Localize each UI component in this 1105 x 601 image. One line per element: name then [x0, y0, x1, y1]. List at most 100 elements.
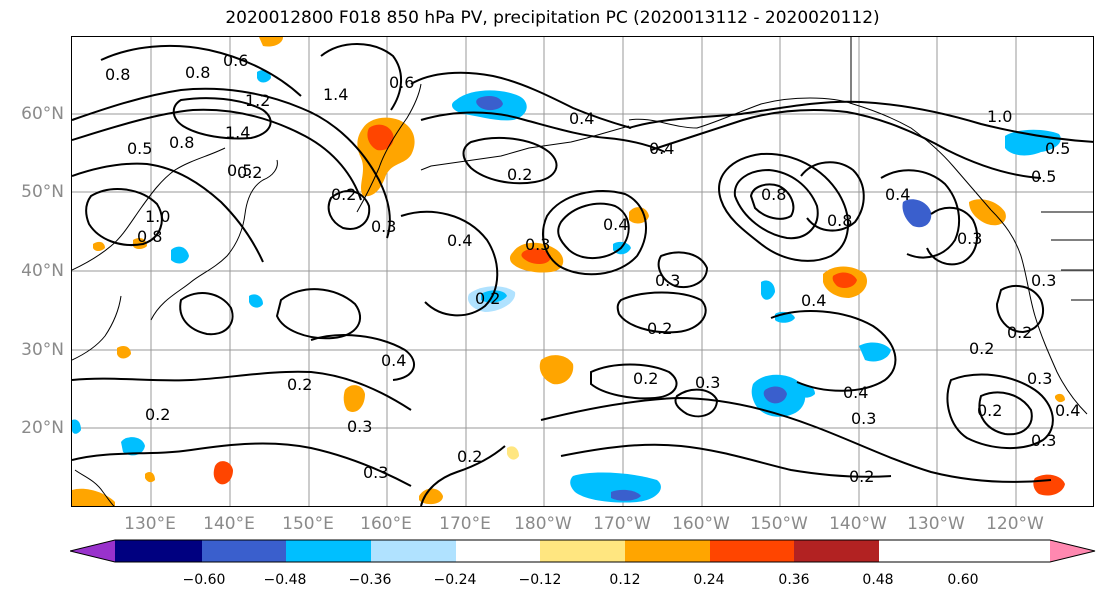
- precip-patch-hawaii-west-core: [763, 386, 787, 404]
- contour-label: 0.3: [525, 235, 550, 254]
- coastline-kamchatka: [356, 83, 422, 213]
- pv-contour-15: [628, 100, 1093, 143]
- pv-contour-37: [327, 190, 371, 230]
- precip-patch-north-pacific-ne: [859, 342, 891, 362]
- colorbar: [70, 539, 1096, 563]
- lon-label-160e: 160°E: [360, 514, 412, 534]
- precip-shading: [72, 37, 1065, 506]
- contour-label: 0.5: [1045, 139, 1070, 158]
- colorbar-tick-label: −0.12: [518, 572, 562, 588]
- contour-labels: 0.8 0.8 0.6 1.2 1.4 1.4 0.6 0.5 0.8 0.5 …: [105, 51, 1080, 486]
- colorbar-cell: [456, 540, 540, 562]
- precip-patch-east-tropical-small: [1055, 393, 1065, 403]
- coastline-asia-mainland: [72, 147, 226, 271]
- pv-contour-17: [718, 152, 850, 262]
- map-title: 2020012800 F018 850 hPa PV, precipitatio…: [225, 8, 880, 28]
- pv-contour-28: [310, 334, 416, 381]
- contour-label: 0.4: [447, 231, 472, 250]
- precip-patch-west-tropical-small: [145, 472, 155, 483]
- map-panel: 0.8 0.8 0.6 1.2 1.4 1.4 0.6 0.5 0.8 0.5 …: [71, 36, 1094, 507]
- pv-contour-34: [590, 363, 678, 400]
- colorbar-cell: [286, 540, 371, 562]
- pv-contour-27: [72, 370, 412, 411]
- coastline-philippines: [74, 469, 115, 506]
- lon-label-180w: 180°W: [514, 514, 572, 534]
- contour-label: 0.6: [389, 73, 414, 92]
- pv-contour-23: [995, 284, 1044, 334]
- lon-label-130w: 130°W: [907, 514, 965, 534]
- pv-contour-21: [880, 169, 961, 259]
- contour-label: 0.5: [1031, 167, 1056, 186]
- contour-label: 0.2: [287, 375, 312, 394]
- precip-patch-okhotsk: [257, 70, 271, 83]
- precip-patch-central-pacific-core: [521, 248, 551, 264]
- pv-contour-03: [72, 162, 264, 263]
- precip-patch-dateline-small: [507, 446, 519, 460]
- colorbar-tick-label: 0.24: [693, 572, 725, 588]
- contour-label: 0.4: [381, 351, 406, 370]
- pv-contour-18: [733, 168, 819, 240]
- contour-label: 0.3: [363, 463, 388, 482]
- pv-contour-12: [400, 210, 499, 317]
- precip-patch-japan-east: [343, 385, 365, 413]
- precip-patch-gulf-of-alaska-core: [832, 272, 857, 288]
- pv-contour-26: [978, 391, 1033, 436]
- contour-label: 0.2: [475, 289, 500, 308]
- precip-patch-tropical-central-core: [611, 489, 641, 501]
- colorbar-cell: [540, 540, 625, 562]
- contour-label: 0.8: [137, 227, 162, 246]
- contour-label: 0.2: [331, 185, 356, 204]
- precip-patch-aleutian-west-core: [476, 96, 503, 111]
- colorbar-cell: [794, 540, 879, 562]
- contour-label: 0.4: [885, 185, 910, 204]
- lat-label-20n: 20°N: [21, 418, 64, 438]
- colorbar-tick-label: 0.48: [862, 572, 894, 588]
- pv-contour-32: [560, 443, 892, 478]
- pv-contour-01: [72, 87, 391, 239]
- lon-label-150e: 150°E: [282, 514, 334, 534]
- contour-label: 0.3: [347, 417, 372, 436]
- lon-label-160w: 160°W: [672, 514, 730, 534]
- precip-patch-alaska-coast: [969, 199, 1006, 226]
- contour-label: 0.4: [843, 383, 868, 402]
- pv-contour-35: [275, 288, 361, 340]
- precip-patch-date-line: [629, 207, 649, 224]
- pv-contour-05: [172, 97, 272, 140]
- lon-label-170w: 170°W: [593, 514, 651, 534]
- contour-label: 0.8: [105, 65, 130, 84]
- colorbar-tick-label: −0.48: [263, 572, 307, 588]
- pv-contour-24: [770, 310, 897, 392]
- contour-label: 0.8: [185, 63, 210, 82]
- contour-label: 1.0: [145, 207, 170, 226]
- precip-patch-south-china: [121, 437, 145, 456]
- colorbar-cell: [371, 540, 456, 562]
- precip-patch-taiwan: [117, 346, 131, 359]
- colorbar-extend-min: [70, 540, 115, 562]
- precip-patch-mid-pacific-core: [481, 290, 507, 303]
- lon-label-170e: 170°E: [439, 514, 491, 534]
- pv-contour-33: [674, 388, 719, 418]
- contour-label: 0.5: [127, 139, 152, 158]
- precip-patch-luzon: [72, 488, 115, 506]
- lat-label-30n: 30°N: [21, 340, 64, 360]
- contour-label: 0.4: [569, 109, 594, 128]
- contour-label: 0.3: [695, 373, 720, 392]
- contour-label: 0.3: [1031, 431, 1056, 450]
- pv-contour-19: [749, 183, 795, 220]
- precip-patch-subtropical-east: [1033, 474, 1065, 496]
- contour-label: 0.2: [849, 467, 874, 486]
- colorbar-cell: [625, 540, 710, 562]
- coastline-north-america: [990, 209, 1088, 415]
- pv-contour-04: [100, 44, 302, 97]
- contour-label: 0.2: [633, 369, 658, 388]
- contour-label: 0.2: [977, 401, 1002, 420]
- lon-label-120w: 120°W: [986, 514, 1044, 534]
- pv-contours: [72, 43, 1093, 506]
- colorbar-tick-label: 0.60: [947, 572, 979, 588]
- contour-label: 0.2: [237, 163, 262, 182]
- contour-label: 0.3: [371, 217, 396, 236]
- contour-label: 0.2: [1007, 323, 1032, 342]
- pv-contour-08: [420, 111, 666, 153]
- precip-patch-siberia: [259, 37, 283, 47]
- colorbar-outline: [70, 539, 1096, 563]
